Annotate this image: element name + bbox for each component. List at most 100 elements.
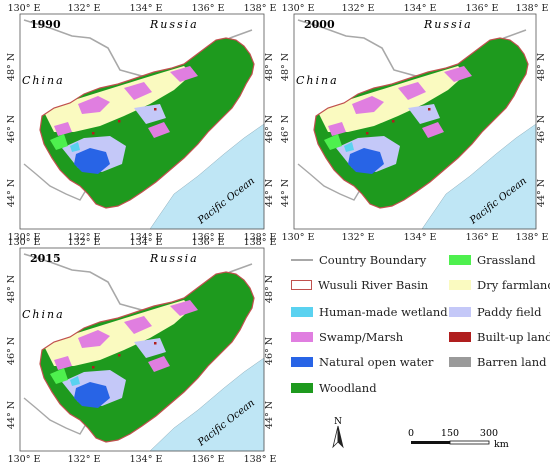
- lat-tick-label: 44° N: [6, 401, 17, 429]
- lon-tick-label: 138° E: [244, 232, 277, 243]
- country-label-russia: Russia: [423, 18, 473, 31]
- legend-swatch-swamp-marsh: [291, 332, 313, 342]
- legend-label: Natural open water: [319, 355, 434, 369]
- map-2000: 130° E 130° E 132° E 132° E 134° E 134° E 136°…: [280, 3, 549, 243]
- lon-tick-label: 134° E: [404, 232, 437, 243]
- wusuli-basin: [40, 272, 254, 442]
- legend-item-wusuli-river-basin: Wusuli River Basin: [291, 277, 428, 293]
- lat-tick-label: 46° N: [264, 337, 275, 365]
- lat-tick-label: 46° N: [6, 337, 17, 365]
- legend-item-grassland: Grassland: [449, 252, 536, 268]
- country-label-china: China: [22, 308, 65, 321]
- lon-tick-label: 134° E: [130, 454, 163, 465]
- legend-item-paddy-field: Paddy field: [449, 304, 541, 320]
- lon-tick-label: 136° E: [466, 232, 499, 243]
- legend-label: Swamp/Marsh: [319, 330, 404, 344]
- map-panel-1990: 130° E 130° E 132° E 132° E 134° E 134° E 136°…: [0, 0, 278, 245]
- wusuli-basin: [314, 38, 528, 208]
- basin-outline: [39, 37, 255, 209]
- lat-tick-label: 44° N: [6, 179, 17, 207]
- legend-swatch-dry-farmland: [449, 280, 471, 290]
- lon-tick-label: 134° E: [404, 3, 437, 14]
- lon-tick-label: 130° E: [282, 232, 315, 243]
- lat-tick-label: 48° N: [280, 53, 291, 81]
- scale-unit: km: [494, 439, 509, 450]
- basin-outline: [39, 271, 255, 443]
- map-panel-2015: 130° E 130° E 132° E 132° E 134° E 134° E 136°…: [0, 234, 278, 467]
- lon-tick-label: 132° E: [68, 237, 101, 248]
- lon-tick-label: 134° E: [130, 3, 163, 14]
- lon-tick-label: 134° E: [130, 232, 163, 243]
- lat-tick-label: 48° N: [6, 275, 17, 303]
- scale-tick-150: 150: [441, 428, 459, 439]
- lon-tick-label: 138° E: [244, 3, 277, 14]
- legend-label: Human-made wetland: [319, 305, 448, 319]
- country-label-china: China: [296, 74, 339, 87]
- map-2015: 130° E 130° E 132° E 132° E 134° E 134° E 136°…: [6, 237, 277, 465]
- legend-swatch-barren-land: [449, 357, 471, 367]
- lat-tick-label: 46° N: [280, 115, 291, 143]
- lon-tick-label: 130° E: [8, 3, 41, 14]
- lat-tick-label: 44° N: [264, 401, 275, 429]
- lat-tick-label: 46° N: [264, 115, 275, 143]
- legend: Country Boundary Wusuli River Basin Huma…: [285, 252, 550, 407]
- legend-label: Woodland: [319, 381, 377, 395]
- lat-tick-label: 48° N: [536, 53, 547, 81]
- country-label-russia: Russia: [149, 252, 199, 265]
- map-year-label: 2000: [304, 18, 335, 31]
- country-boundary-line: [297, 163, 361, 201]
- lon-tick-label: 136° E: [466, 3, 499, 14]
- lon-tick-label: 138° E: [244, 237, 277, 248]
- scale-bar: 0 150 300 km: [408, 428, 509, 450]
- legend-swatch-human-made-wetland: [291, 307, 313, 317]
- legend-swatch-grassland: [449, 255, 471, 265]
- legend-swatch-built-up-land: [449, 332, 471, 342]
- lat-tick-label: 44° N: [280, 179, 291, 207]
- lon-tick-label: 134° E: [130, 237, 163, 248]
- north-arrow-label: N: [334, 417, 342, 427]
- lat-tick-label: 44° N: [536, 179, 547, 207]
- legend-swatch-woodland: [291, 383, 313, 393]
- lon-tick-label: 132° E: [68, 232, 101, 243]
- map-1990: 130° E 130° E 132° E 132° E 134° E 134° E 136°…: [6, 3, 277, 243]
- lon-tick-label: 130° E: [8, 232, 41, 243]
- lat-tick-label: 48° N: [6, 53, 17, 81]
- legend-item-human-made-wetland: Human-made wetland: [291, 304, 448, 320]
- basin-outline: [313, 37, 529, 209]
- lon-tick-label: 138° E: [516, 3, 549, 14]
- legend-item-natural-open-water: Natural open water: [291, 354, 433, 370]
- legend-swatch-basin: [291, 280, 312, 290]
- lat-tick-label: 48° N: [264, 53, 275, 81]
- legend-item-dry-farmland: Dry farmland: [449, 277, 550, 293]
- lon-tick-label: 136° E: [192, 237, 225, 248]
- map-year-label: 2015: [30, 252, 61, 265]
- legend-item-swamp-marsh: Swamp/Marsh: [291, 329, 403, 345]
- map-year-label: 1990: [30, 18, 61, 31]
- lon-tick-label: 136° E: [192, 232, 225, 243]
- legend-item-barren-land: Barren land: [449, 354, 546, 370]
- lon-tick-label: 130° E: [282, 3, 315, 14]
- legend-label: Barren land: [477, 355, 547, 369]
- country-boundary-line: [23, 397, 87, 435]
- lon-tick-label: 138° E: [516, 232, 549, 243]
- lon-tick-label: 132° E: [68, 3, 101, 14]
- lon-tick-label: 132° E: [68, 454, 101, 465]
- legend-label: Country Boundary: [319, 253, 427, 267]
- scale-tick-300: 300: [480, 428, 498, 439]
- country-label-russia: Russia: [149, 18, 199, 31]
- lat-tick-label: 46° N: [6, 115, 17, 143]
- legend-label: Paddy field: [477, 305, 542, 319]
- wusuli-basin: [40, 38, 254, 208]
- lon-tick-label: 130° E: [8, 237, 41, 248]
- country-label-china: China: [22, 74, 65, 87]
- legend-label: Grassland: [477, 253, 536, 267]
- lon-tick-label: 130° E: [8, 454, 41, 465]
- scale-tick-0: 0: [408, 428, 414, 439]
- legend-swatch-country-boundary: [291, 259, 313, 261]
- lon-tick-label: 138° E: [244, 454, 277, 465]
- lon-tick-label: 136° E: [192, 454, 225, 465]
- lat-tick-label: 48° N: [264, 275, 275, 303]
- legend-label: Dry farmland: [477, 278, 550, 292]
- lat-tick-label: 46° N: [536, 115, 547, 143]
- lat-tick-label: 44° N: [264, 179, 275, 207]
